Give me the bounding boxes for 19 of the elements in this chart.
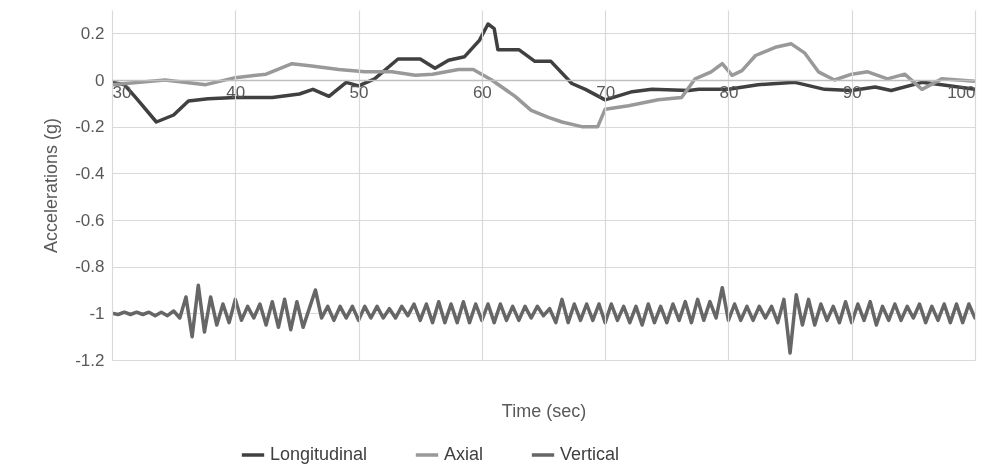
legend-label: Vertical [560,444,620,464]
y-tick-label: -1 [89,303,105,323]
y-axis-title: Accelerations (g) [41,117,62,254]
line-series [112,283,975,355]
legend-label: Longitudinal [270,444,368,464]
y-tick-label: 0.2 [80,23,105,43]
x-axis-title: Time (sec) [501,400,587,421]
y-tick-label: -0.6 [75,210,105,230]
x-tick-label: 60 [472,82,492,102]
y-tick-label: -0.2 [75,117,105,137]
y-tick-label: -1.2 [75,350,105,370]
x-tick-label: 50 [349,82,369,102]
line-series [112,22,975,124]
y-tick-label: 0 [95,70,105,90]
line-series [112,42,975,129]
legend-label: Axial [444,444,484,464]
y-tick-label: -0.4 [75,163,105,183]
y-tick-label: -0.8 [75,257,105,277]
x-tick-label: 30 [112,82,132,102]
